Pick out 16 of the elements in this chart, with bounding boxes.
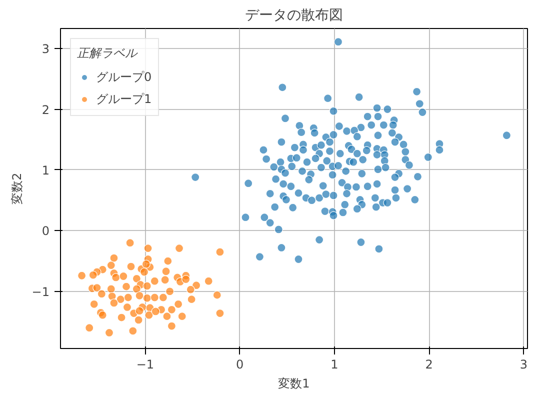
x-axis-title: 変数1: [278, 376, 310, 390]
y-tick-label: 3: [42, 42, 50, 56]
x-tick-label: 2: [425, 358, 433, 372]
x-tick-label: 3: [520, 358, 528, 372]
x-tick-label: 1: [330, 358, 338, 372]
y-axis-title: 変数2: [10, 172, 24, 204]
y-tick-label: −1: [32, 284, 50, 299]
legend-label: グループ0: [96, 68, 152, 86]
legend-label: グループ1: [96, 90, 152, 108]
y-tick-label: 0: [42, 224, 50, 238]
chart-title: データの散布図: [245, 8, 343, 24]
y-tick-label: 2: [42, 102, 50, 117]
x-tick-label: −1: [136, 358, 154, 372]
x-tick-label: 0: [236, 358, 244, 372]
y-tick-label: 1: [42, 163, 50, 178]
legend-title: 正解ラベル: [77, 45, 139, 62]
